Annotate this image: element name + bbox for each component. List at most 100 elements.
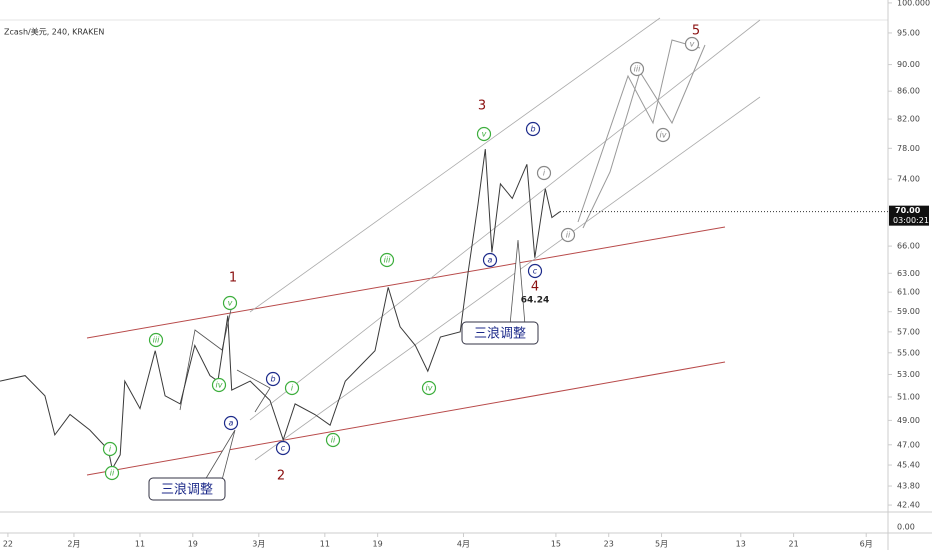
- callout-pointer: [509, 239, 526, 326]
- wave-label: i: [109, 445, 112, 454]
- wave-circle: [379, 252, 395, 268]
- wave-label: iv: [216, 381, 223, 390]
- wave-circle: [560, 227, 576, 243]
- wave-circle: [421, 380, 437, 396]
- wave-label: b: [530, 125, 535, 134]
- wave-label: ii: [110, 469, 115, 478]
- x-tick-label: 21: [788, 540, 798, 549]
- wave-circle: [222, 295, 238, 311]
- x-tick-label: 11: [135, 540, 145, 549]
- channel-lower: [86, 361, 726, 476]
- wave-circle: [525, 121, 541, 137]
- wave-circle: [476, 126, 492, 142]
- wave-label: c: [533, 267, 538, 276]
- wave-label: a: [488, 256, 493, 265]
- wave-label: ii: [331, 436, 336, 445]
- wave-label: 1: [229, 271, 237, 286]
- wave-circle: [325, 432, 341, 448]
- projection-arrow: [582, 44, 706, 229]
- trend-line: [254, 96, 761, 461]
- y-tick-label: 82.00: [897, 115, 920, 124]
- x-tick-label: 19: [373, 540, 383, 549]
- wave-label: iii: [153, 336, 160, 345]
- y-tick-label: 55.00: [897, 348, 920, 357]
- wave-label: ii: [566, 231, 571, 240]
- wave-label: v: [482, 130, 487, 139]
- y-tick-label: 47.00: [897, 440, 920, 449]
- y-tick-label: 49.00: [897, 416, 920, 425]
- y-tick-label: 95.00: [897, 28, 920, 37]
- wave-circle: [284, 380, 300, 396]
- callout-box: [148, 477, 226, 501]
- y-tick-label: 59.00: [897, 307, 920, 316]
- y-tick-label: 100.000: [897, 0, 930, 7]
- callout-text: 三浪调整: [161, 483, 213, 498]
- chart-title: Zcash/美元, 240, KRAKEN: [4, 27, 104, 37]
- y-tick-label: 61.00: [897, 288, 920, 297]
- trend-line: [249, 17, 661, 313]
- wave-label: b: [270, 375, 275, 384]
- y-tick-label: 42.40: [897, 501, 920, 510]
- projection-arrow: [577, 39, 701, 223]
- x-tick-label: 15: [551, 540, 561, 549]
- y-tick-label: 74.00: [897, 175, 920, 184]
- x-tick-label: 2月: [67, 540, 80, 549]
- x-tick-label: 22: [3, 540, 13, 549]
- y-tick-label: 57.00: [897, 327, 920, 336]
- wave-label: 4: [531, 280, 539, 295]
- callout-pointer: [204, 429, 236, 481]
- wave-circle: [211, 377, 227, 393]
- y-tick-label: 53.00: [897, 370, 920, 379]
- trend-line: [249, 19, 761, 421]
- wave-circle: [148, 332, 164, 348]
- wave-label: v: [690, 40, 695, 49]
- wave-circle: [265, 371, 281, 387]
- x-tick-label: 11: [320, 540, 330, 549]
- wave-circle: [527, 263, 543, 279]
- wave-label: 5: [692, 24, 700, 39]
- x-tick-label: 4月: [457, 540, 470, 549]
- x-tick-label: 3月: [252, 540, 265, 549]
- y-tick-label: 63.00: [897, 269, 920, 278]
- y-tick-label: 66.00: [897, 242, 920, 251]
- price-note: 64.24: [521, 296, 549, 306]
- wave-label: 3: [478, 99, 486, 114]
- wave-label: i: [291, 384, 294, 393]
- wave-label: a: [229, 419, 234, 428]
- y-tick-label: 90.00: [897, 60, 920, 69]
- x-tick-label: 19: [188, 540, 198, 549]
- wave-label: v: [228, 299, 233, 308]
- price-tag-value: 70.00: [895, 206, 921, 215]
- callout-box: [461, 321, 539, 345]
- triangle-line: [236, 369, 271, 413]
- y-tick-label: 43.80: [897, 482, 920, 491]
- channel-upper: [86, 226, 726, 339]
- y-tick-label: 86.00: [897, 87, 920, 96]
- triangle-line: [179, 304, 233, 411]
- price-tag: [889, 205, 929, 226]
- price-line: [0, 149, 561, 471]
- wave-circle: [275, 440, 291, 456]
- x-tick-label: 6月: [860, 540, 873, 549]
- wave-circle: [223, 415, 239, 431]
- wave-circle: [536, 165, 552, 181]
- wave-label: c: [281, 444, 286, 453]
- wave-circle: [102, 441, 118, 457]
- wave-label: iii: [384, 256, 391, 265]
- lower-pane-tick: 0.00: [897, 523, 915, 532]
- countdown: 03:00:21: [893, 216, 929, 225]
- x-tick-label: 23: [604, 540, 614, 549]
- callout-text: 三浪调整: [474, 327, 526, 342]
- x-tick-label: 13: [736, 540, 746, 549]
- y-tick-label: 45.40: [897, 461, 920, 470]
- wave-label: iv: [426, 384, 433, 393]
- wave-circle: [629, 61, 645, 77]
- wave-label: iii: [634, 65, 641, 74]
- wave-circle: [655, 127, 671, 143]
- wave-circle: [482, 252, 498, 268]
- x-tick-label: 5月: [655, 540, 668, 549]
- y-tick-label: 51.00: [897, 392, 920, 401]
- wave-circle: [684, 36, 700, 52]
- wave-label: 2: [277, 469, 285, 484]
